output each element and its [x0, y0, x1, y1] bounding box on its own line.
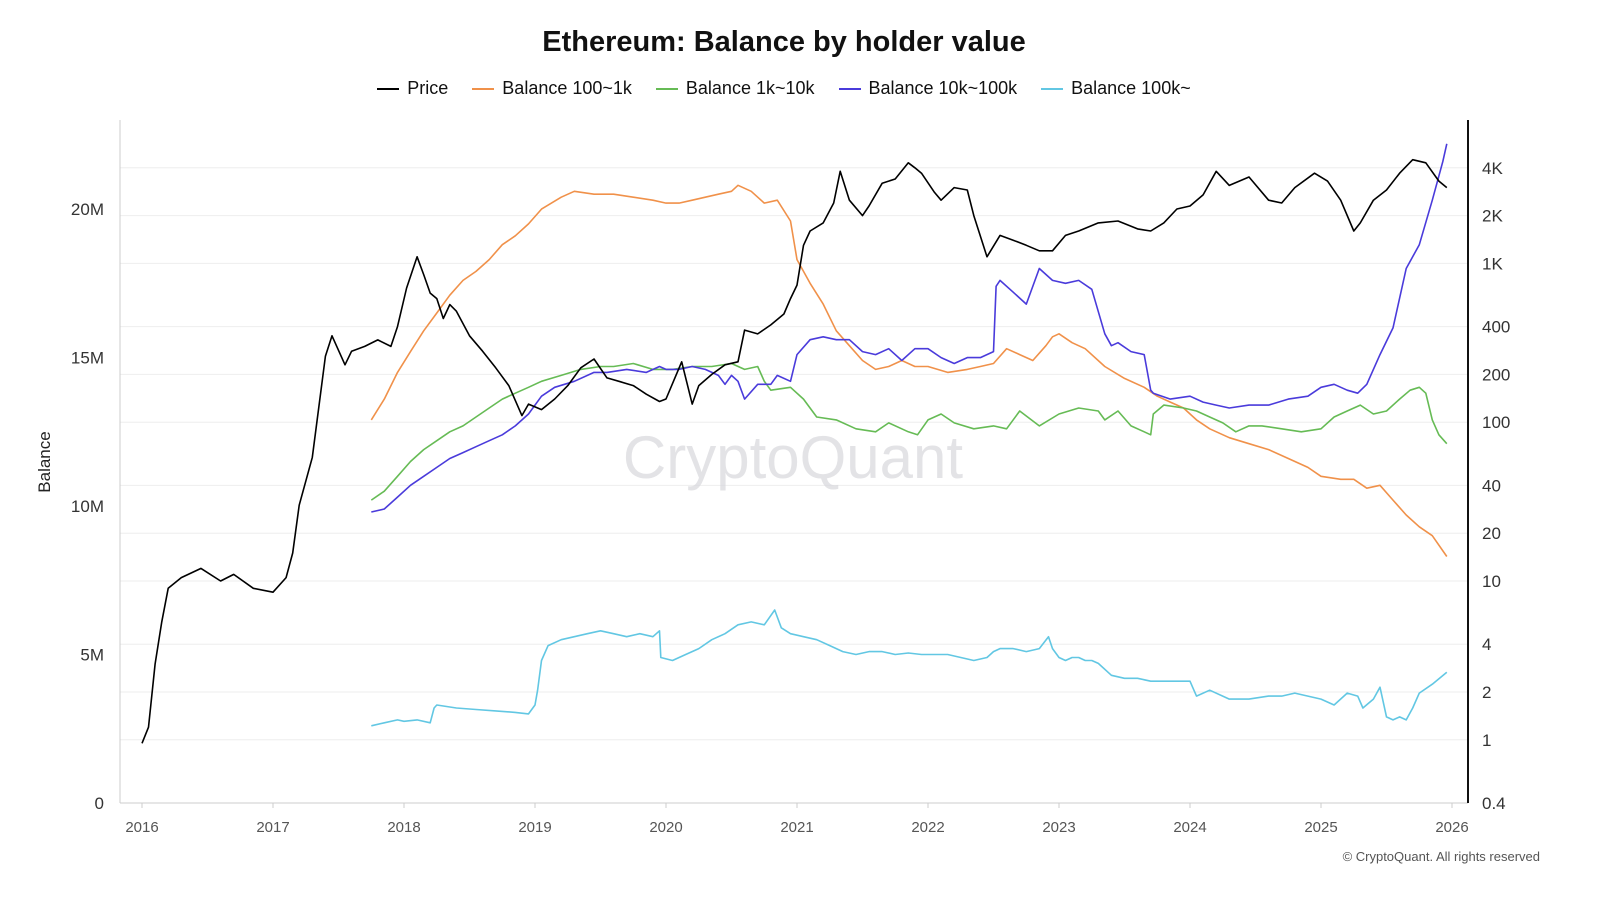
series-line-balance-100-1k [370, 184, 1448, 557]
series-layer [141, 143, 1448, 744]
x-tick-label: 2024 [1173, 819, 1206, 836]
legend-label: Balance 1k~10k [685, 78, 815, 98]
x-tick-label: 2023 [1042, 819, 1075, 836]
x-tick-label: 2020 [649, 819, 682, 836]
legend-item[interactable]: Price [377, 78, 448, 99]
x-tick-label: 2021 [780, 819, 813, 836]
y-right-tick-label: 400 [1482, 318, 1510, 337]
series-line-price [141, 158, 1448, 744]
legend: Price Balance 100~1k Balance 1k~10k Balance… [0, 78, 1568, 99]
legend-item[interactable]: Balance 100~1k [472, 78, 632, 99]
legend-label: Balance 100k~ [1071, 78, 1191, 98]
y-right-tick-label: 100 [1482, 413, 1510, 432]
x-tick-label: 2022 [911, 819, 944, 836]
y-right-tick-label: 4K [1482, 159, 1503, 178]
legend-swatch [838, 87, 861, 90]
y-right-tick-label: 2K [1482, 207, 1503, 226]
y-right-tick-label: 4 [1482, 635, 1491, 654]
x-tick-label: 2018 [387, 819, 420, 836]
y-right-tick-label: 1K [1482, 254, 1503, 273]
legend-item[interactable]: Balance 1k~10k [655, 78, 815, 99]
series-line-balance-100k [371, 609, 1448, 727]
y-right-tick-label: 0.4 [1482, 794, 1506, 813]
x-tick-label: 2025 [1304, 819, 1337, 836]
y-axis-title: Balance [35, 431, 54, 492]
y-left-tick-label: 20M [71, 200, 104, 219]
y-right-tick-label: 1 [1482, 731, 1491, 750]
series-line-balance-1k-10k [370, 362, 1448, 501]
y-left-tick-label: 5M [80, 646, 104, 665]
y-left-tick-label: 0 [95, 794, 104, 813]
x-tick-label: 2019 [518, 819, 551, 836]
x-tick-label: 2026 [1435, 819, 1468, 836]
legend-swatch [655, 87, 678, 90]
legend-label: Balance 100~1k [502, 78, 632, 98]
legend-item[interactable]: Balance 10k~100k [838, 78, 1018, 99]
legend-item[interactable]: Balance 100k~ [1041, 78, 1191, 99]
x-tick-label: 2017 [256, 819, 289, 836]
copyright-notice: © CryptoQuant. All rights reserved [1342, 849, 1540, 864]
legend-swatch [1041, 87, 1064, 90]
legend-label: Balance 10k~100k [868, 78, 1018, 98]
series-line-balance-10k-100k [371, 143, 1448, 513]
legend-label: Price [407, 78, 449, 98]
y-left-tick-label: 10M [71, 497, 104, 516]
y-right-tick-label: 200 [1482, 365, 1510, 384]
y-right-tick-label: 20 [1482, 524, 1501, 543]
y-right-tick-label: 40 [1482, 476, 1501, 495]
axis-layer: 0 5M 10M 15M 20M 0.4 1 2 4 10 20 40 100 200 400 1K 2K 4K 2… [35, 120, 1510, 836]
x-tick-label: 2016 [125, 819, 158, 836]
y-right-tick-label: 10 [1482, 572, 1501, 591]
watermark: CryptoQuant [623, 424, 963, 491]
legend-swatch [472, 87, 495, 90]
y-left-tick-label: 15M [71, 349, 104, 368]
y-right-tick-label: 2 [1482, 683, 1491, 702]
chart-title: Ethereum: Balance by holder value [542, 26, 1026, 58]
legend-swatch [377, 87, 400, 90]
